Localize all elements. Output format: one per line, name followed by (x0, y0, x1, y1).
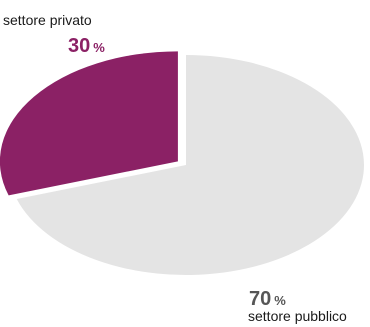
slice-percent-settore-privato: 30% (68, 36, 105, 56)
pie-slice-settore-privato (0, 51, 178, 196)
slice-unit-settore-pubblico: % (274, 293, 286, 308)
slice-percent-settore-pubblico: 70% (249, 289, 286, 309)
slice-unit-settore-privato: % (93, 40, 105, 55)
slice-value-settore-privato: 30 (68, 35, 91, 57)
slice-label-settore-pubblico: settore pubblico (248, 308, 347, 324)
pie-slice-settore-pubblico (16, 55, 364, 275)
slice-value-settore-pubblico: 70 (249, 288, 272, 310)
slice-label-settore-privato: settore privato (3, 12, 92, 28)
